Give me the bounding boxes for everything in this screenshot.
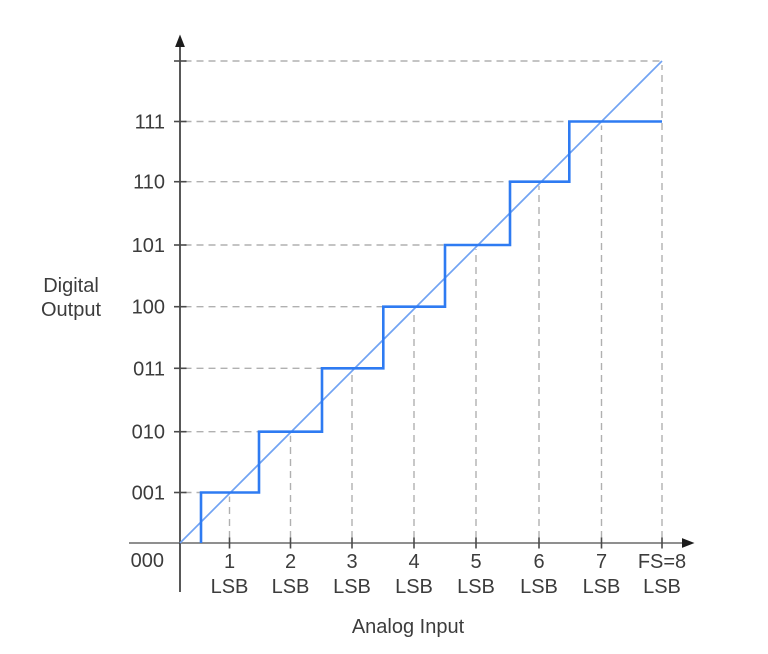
- tick-labels-group: 001 010 011 100 101 110 111 000 1 LSB 2 LSB 3 LSB 4 LSB…: [131, 112, 687, 599]
- y-tick-label-001: 001: [132, 483, 165, 505]
- y-axis-title-line2: Output: [41, 299, 101, 321]
- x-tick-label-value-5: 5: [470, 551, 481, 573]
- x-tick-label-unit-4: LSB: [395, 576, 433, 598]
- x-tick-label-value-3: 3: [346, 551, 357, 573]
- x-tick-label-unit-3: LSB: [333, 576, 371, 598]
- y-tick-label-010: 010: [132, 422, 165, 444]
- quantized-output-staircase: [199, 120, 662, 543]
- x-tick-label-value-2: 2: [285, 551, 296, 573]
- x-axis-arrow-icon: [682, 538, 695, 548]
- ideal-transfer-line: [179, 60, 663, 544]
- x-tick-label-value-1: 1: [224, 551, 235, 573]
- x-tick-label-value-6: 6: [533, 551, 544, 573]
- x-tick-label-value-4: 4: [408, 551, 419, 573]
- x-axis-title: Analog Input: [352, 616, 465, 638]
- x-tick-label-unit-8: LSB: [643, 576, 681, 598]
- x-tick-label-value-8: FS=8: [638, 551, 686, 573]
- x-tick-label-unit-7: LSB: [583, 576, 621, 598]
- x-tick-label-value-7: 7: [596, 551, 607, 573]
- x-tick-label-unit-1: LSB: [211, 576, 249, 598]
- x-tick-label-unit-5: LSB: [457, 576, 495, 598]
- x-tick-label-unit-6: LSB: [520, 576, 558, 598]
- series-group: [179, 60, 663, 544]
- y-tick-label-000: 000: [131, 550, 164, 572]
- y-tick-label-100: 100: [132, 297, 165, 319]
- y-tick-label-110: 110: [133, 172, 165, 194]
- x-tick-label-unit-2: LSB: [272, 576, 310, 598]
- axes-group: [129, 34, 695, 592]
- y-tick-label-111: 111: [135, 112, 165, 134]
- gridlines-group: [184, 60, 663, 538]
- y-tick-label-101: 101: [132, 235, 165, 257]
- y-axis-title-line1: Digital: [43, 275, 99, 297]
- y-tick-label-011: 011: [133, 358, 165, 380]
- y-axis-arrow-icon: [175, 34, 185, 47]
